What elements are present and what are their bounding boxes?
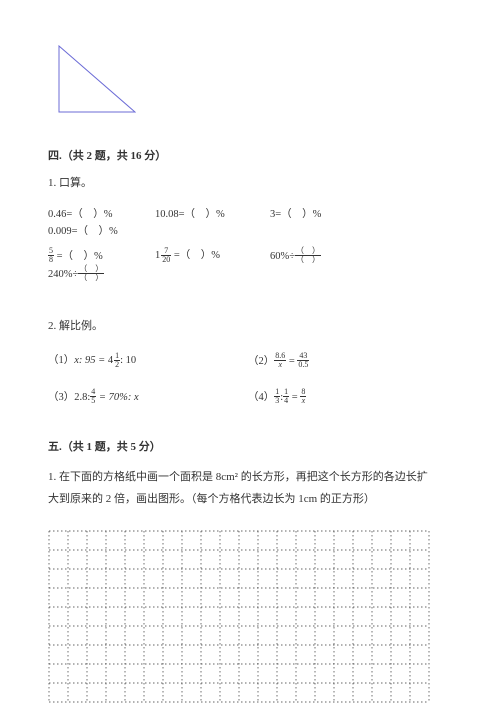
mental-math-row-2: 5 8 =（ ）% 1 7 20 =（ ）% 60%÷ （ ） （ ） 240%… [48, 248, 452, 283]
triangle-figure [58, 45, 452, 120]
mm-r2-c4: 240%÷ （ ） （ ） [48, 266, 138, 284]
mm-r1-c4: 0.009=（ ）% [48, 224, 138, 241]
prop-3: （3）2.8:45 = 70%: x [48, 389, 248, 407]
grid-paper [48, 530, 452, 710]
mm-r1-c3: 3=（ ）% [270, 207, 365, 224]
q5-1-text: 1. 在下面的方格纸中画一个面积是 8cm² 的长方形，再把这个长方形的各边长扩… [48, 466, 452, 510]
section-5-title: 五.（共 1 题，共 5 分） [48, 439, 452, 457]
grid-svg [48, 530, 430, 703]
prop-1: （1）x: 95 = 412: 10 [48, 353, 248, 371]
proportion-row-2: （3）2.8:45 = 70%: x （4）13:14 = 8x [48, 389, 452, 407]
paren-fraction-1: （ ） （ ） [295, 247, 321, 264]
q4-2-label: 2. 解比例。 [48, 318, 452, 336]
right-triangle-svg [58, 45, 136, 113]
mixed-1-7-20: 1 7 20 [155, 248, 171, 265]
mm-r1-c1: 0.46=（ ）% [48, 207, 155, 224]
mm-r2-c2: 1 7 20 =（ ）% [155, 248, 270, 266]
mental-math-row-1: 0.46=（ ）% 10.08=（ ）% 3=（ ）% 0.009=（ ）% [48, 207, 452, 241]
mm-r1-c2: 10.08=（ ）% [155, 207, 270, 224]
q4-1-label: 1. 口算。 [48, 175, 452, 193]
section-4-title: 四.（共 2 题，共 16 分） [48, 148, 452, 166]
prop-2: （2）8.6x = 430.5 [248, 353, 448, 371]
proportion-row-1: （1）x: 95 = 412: 10 （2）8.6x = 430.5 [48, 353, 452, 371]
prop-4: （4）13:14 = 8x [248, 389, 448, 407]
paren-fraction-2: （ ） （ ） [78, 265, 104, 282]
fraction-5-8: 5 8 [48, 247, 54, 264]
mm-r2-c3: 60%÷ （ ） （ ） [270, 248, 365, 266]
